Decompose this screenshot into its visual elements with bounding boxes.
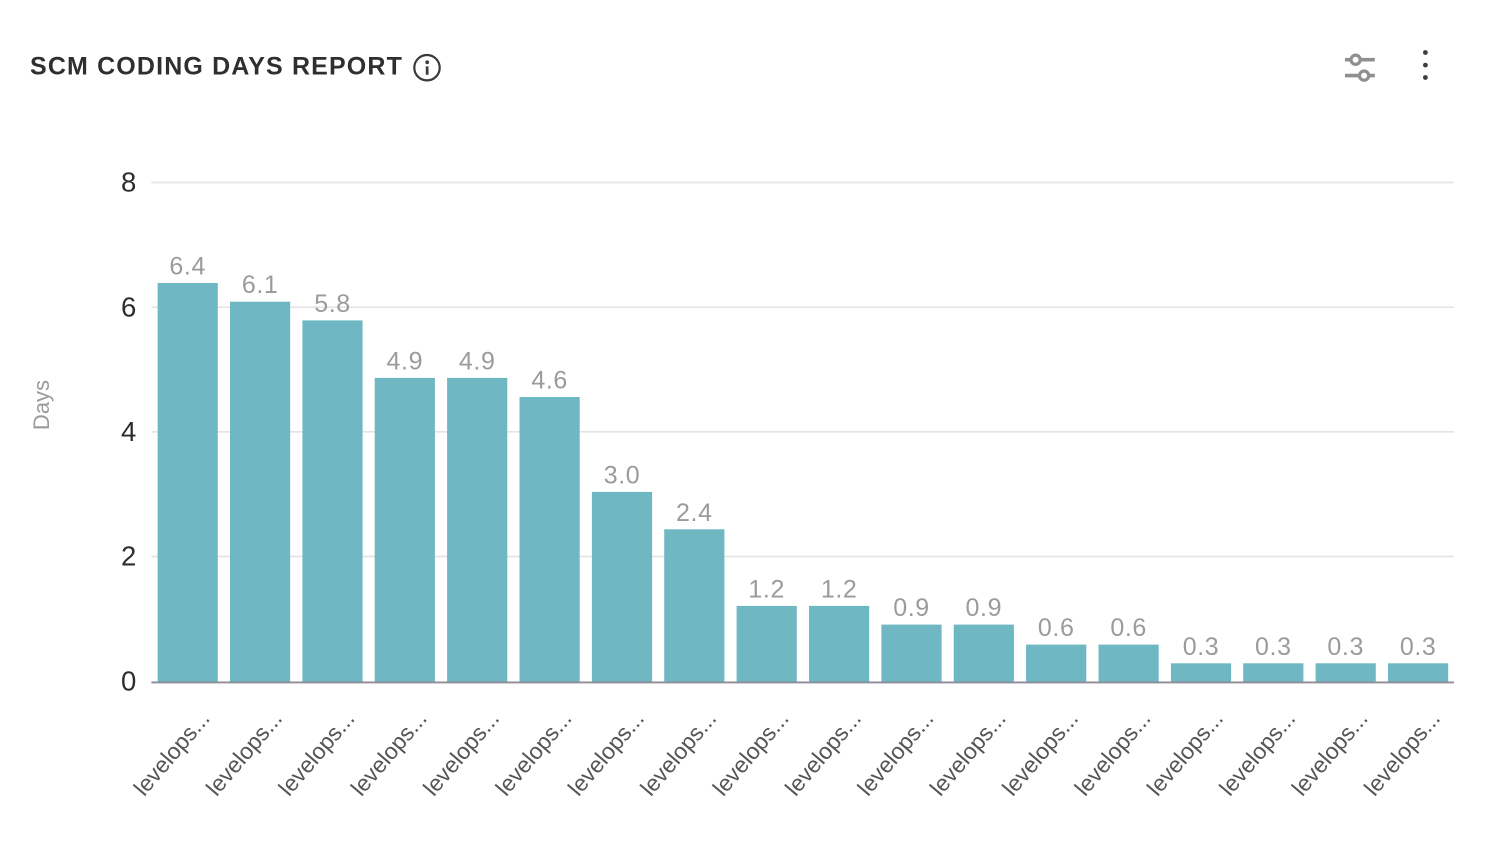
svg-text:1.2: 1.2 — [748, 575, 785, 603]
svg-text:4.9: 4.9 — [387, 347, 424, 375]
svg-text:4.9: 4.9 — [459, 347, 496, 375]
svg-text:levelops...: levelops... — [1359, 706, 1445, 801]
svg-text:levelops...: levelops... — [707, 706, 793, 801]
svg-text:0.3: 0.3 — [1255, 633, 1292, 661]
svg-text:levelops...: levelops... — [1214, 706, 1300, 801]
svg-text:0.9: 0.9 — [966, 594, 1003, 622]
svg-text:4.6: 4.6 — [531, 367, 568, 395]
svg-text:levelops...: levelops... — [1069, 706, 1155, 801]
svg-text:levelops...: levelops... — [563, 706, 649, 801]
svg-text:levelops...: levelops... — [1142, 706, 1228, 801]
svg-text:3.0: 3.0 — [604, 461, 641, 489]
svg-text:SCM CODING DAYS REPORT: SCM CODING DAYS REPORT — [30, 53, 403, 81]
svg-text:5.8: 5.8 — [314, 290, 351, 318]
svg-text:6.1: 6.1 — [242, 271, 279, 299]
svg-text:0.3: 0.3 — [1400, 633, 1437, 661]
svg-text:levelops...: levelops... — [852, 706, 938, 801]
svg-text:levelops...: levelops... — [490, 706, 576, 801]
svg-text:levelops...: levelops... — [924, 706, 1010, 801]
svg-text:levelops...: levelops... — [1286, 706, 1372, 801]
svg-text:1.2: 1.2 — [821, 575, 858, 603]
svg-text:0.6: 0.6 — [1110, 614, 1147, 642]
svg-text:Days: Days — [29, 380, 54, 430]
svg-text:0.3: 0.3 — [1327, 633, 1364, 661]
svg-text:2.4: 2.4 — [676, 499, 713, 527]
svg-text:8: 8 — [121, 167, 136, 198]
svg-text:6.4: 6.4 — [169, 253, 206, 281]
svg-text:levelops...: levelops... — [997, 706, 1083, 801]
svg-text:levelops...: levelops... — [345, 706, 431, 801]
svg-text:2: 2 — [121, 541, 136, 572]
svg-text:levelops...: levelops... — [128, 706, 214, 801]
svg-text:0.3: 0.3 — [1183, 633, 1220, 661]
svg-text:6: 6 — [121, 291, 136, 322]
svg-text:0: 0 — [121, 665, 136, 696]
svg-text:0.9: 0.9 — [893, 594, 930, 622]
svg-text:levelops...: levelops... — [201, 706, 287, 801]
svg-text:levelops...: levelops... — [273, 706, 359, 801]
svg-text:0.6: 0.6 — [1038, 614, 1075, 642]
svg-text:levelops...: levelops... — [418, 706, 504, 801]
svg-text:4: 4 — [121, 416, 136, 447]
svg-text:levelops...: levelops... — [635, 706, 721, 801]
svg-text:levelops...: levelops... — [780, 706, 866, 801]
